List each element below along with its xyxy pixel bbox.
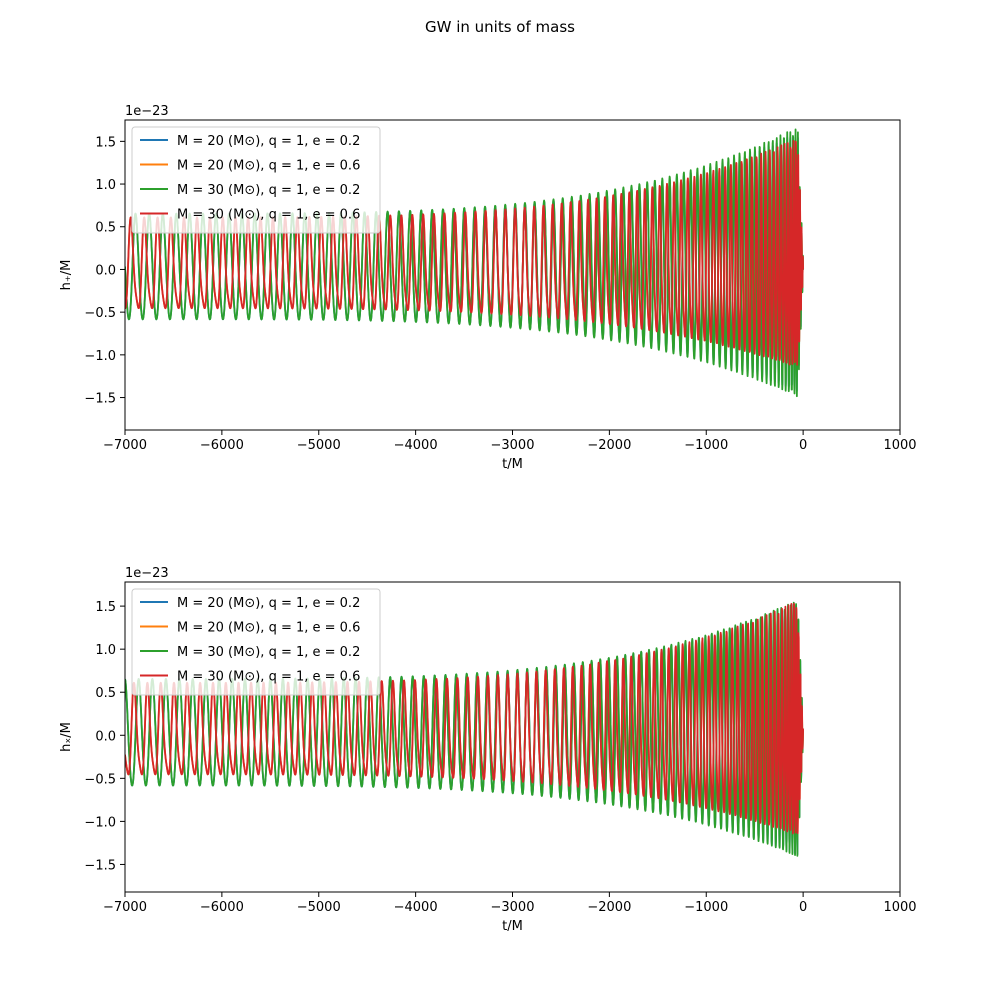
x-tick-label: −4000 [394, 438, 438, 453]
y-tick-label: −1.5 [84, 392, 116, 407]
legend-box [131, 588, 381, 696]
y-axis-label: hₓ/M [59, 722, 74, 752]
x-tick-label: −3000 [491, 438, 535, 453]
legend-label-1: M = 20 (M⊙), q = 1, e = 0.2 [177, 134, 360, 149]
legend-label-4: M = 30 (M⊙), q = 1, e = 0.6 [177, 670, 360, 685]
x-tick-label: −7000 [103, 438, 147, 453]
y-scale-offset: 1e−23 [125, 566, 169, 581]
series-line-3 [125, 601, 805, 857]
x-tick-label: 1000 [883, 900, 916, 915]
y-tick-label: 0.0 [95, 263, 116, 278]
x-tick-label: −4000 [394, 900, 438, 915]
y-tick-label: 1.0 [95, 643, 116, 658]
x-tick-label: −6000 [200, 438, 244, 453]
legend-label-2: M = 20 (M⊙), q = 1, e = 0.6 [177, 621, 360, 636]
legend-box [131, 126, 381, 234]
legend-label-4: M = 30 (M⊙), q = 1, e = 0.6 [177, 208, 360, 223]
x-tick-label: 1000 [883, 438, 916, 453]
y-tick-label: 1.5 [95, 135, 116, 150]
x-tick-label: 0 [799, 900, 807, 915]
x-tick-label: −6000 [200, 900, 244, 915]
y-tick-label: −0.5 [84, 772, 116, 787]
x-tick-label: −2000 [587, 900, 631, 915]
series-group [125, 128, 805, 398]
x-tick-label: −5000 [297, 900, 341, 915]
y-scale-offset: 1e−23 [125, 104, 169, 119]
y-tick-label: −1.0 [84, 349, 116, 364]
x-tick-label: −7000 [103, 900, 147, 915]
legend: M = 20 (M⊙), q = 1, e = 0.2 M = 20 (M⊙), … [131, 588, 381, 696]
legend-label-3: M = 30 (M⊙), q = 1, e = 0.2 [177, 645, 360, 660]
x-tick-label: −3000 [491, 900, 535, 915]
y-tick-label: −1.5 [84, 858, 116, 873]
x-tick-label: 0 [799, 438, 807, 453]
figure-title: GW in units of mass [425, 18, 575, 36]
x-tick-label: −5000 [297, 438, 341, 453]
y-tick-label: −0.5 [84, 306, 116, 321]
y-tick-label: 0.5 [95, 686, 116, 701]
y-tick-label: 0.5 [95, 221, 116, 236]
y-axis-label: h₊/M [59, 260, 74, 291]
y-tick-label: 1.5 [95, 600, 116, 615]
x-axis-label: t/M [502, 919, 523, 934]
subplot-2: −7000 −6000 −5000 −4000 −3000 −2000 −1000 0 1000… [59, 566, 917, 934]
x-tick-label: −1000 [684, 900, 728, 915]
legend-label-3: M = 30 (M⊙), q = 1, e = 0.2 [177, 183, 360, 198]
y-tick-label: 0.0 [95, 729, 116, 744]
legend-label-2: M = 20 (M⊙), q = 1, e = 0.6 [177, 159, 360, 174]
y-tick-label: −1.0 [84, 815, 116, 830]
x-tick-label: −1000 [684, 438, 728, 453]
legend-label-1: M = 20 (M⊙), q = 1, e = 0.2 [177, 596, 360, 611]
subplot-1: −7000 −6000 −5000 −4000 −3000 −2000 −1000 0 1000… [59, 104, 917, 472]
x-axis-label: t/M [502, 457, 523, 472]
y-tick-label: 1.0 [95, 178, 116, 193]
series-line-3 [125, 128, 805, 398]
x-tick-label: −2000 [587, 438, 631, 453]
legend: M = 20 (M⊙), q = 1, e = 0.2 M = 20 (M⊙), … [131, 126, 381, 234]
series-line-4 [125, 139, 805, 366]
